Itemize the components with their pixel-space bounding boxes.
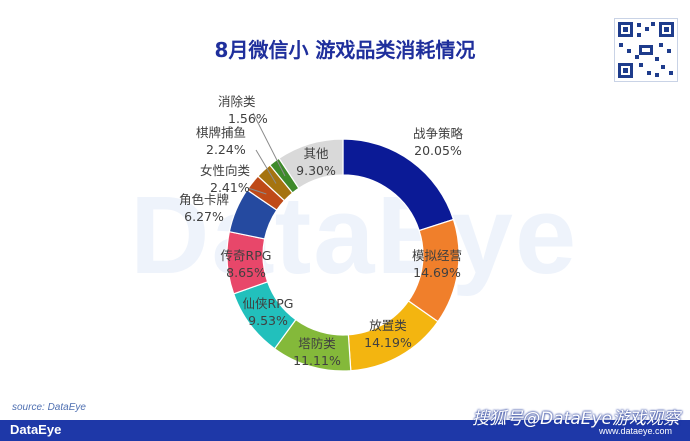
slice-category-label: 其他 <box>303 146 329 161</box>
qr-code-icon <box>614 18 678 82</box>
source-note: source: DataEye <box>12 402 86 413</box>
slice-category-label: 女性向类 <box>200 163 251 178</box>
watermark: DataEye <box>130 174 579 297</box>
donut-slice <box>278 138 344 190</box>
slice-category-label: 棋牌捕鱼 <box>196 125 246 140</box>
chart-title: 8月微信小 游戏品类消耗情况 <box>214 38 476 62</box>
leader-line <box>252 112 286 177</box>
slice-category-label: 塔防类 <box>298 336 336 351</box>
footer-credit: 搜狐号@DataEye游戏观察 <box>472 409 680 429</box>
slice-category-label: 角色卡牌 <box>179 192 229 207</box>
slice-value-label: 11.11% <box>293 353 341 368</box>
slice-category-label: 消除类 <box>218 94 256 109</box>
slice-value-label: 1.56% <box>228 111 268 126</box>
footer-url: www.dataeye.com <box>598 426 672 436</box>
leader-line <box>247 187 267 195</box>
slice-value-label: 14.69% <box>413 265 461 280</box>
slice-category-label: 放置类 <box>369 318 407 333</box>
slice-value-label: 9.53% <box>248 313 288 328</box>
slice-value-label: 2.41% <box>210 180 250 195</box>
slice-value-label: 2.24% <box>206 142 246 157</box>
slice-category-label: 模拟经营 <box>412 248 462 263</box>
slice-value-label: 14.19% <box>364 335 412 350</box>
slice-value-label: 6.27% <box>184 209 224 224</box>
slice-value-label: 8.65% <box>226 265 266 280</box>
slice-value-label: 20.05% <box>414 143 462 158</box>
slice-value-label: 9.30% <box>296 163 336 178</box>
leader-line <box>255 149 277 184</box>
slice-category-label: 战争策略 <box>413 126 464 141</box>
footer-bar <box>0 420 690 441</box>
slice-category-label: 仙侠RPG <box>243 296 294 311</box>
slice-category-label: 传奇RPG <box>221 248 272 263</box>
footer-brand: DataEye <box>10 422 62 437</box>
